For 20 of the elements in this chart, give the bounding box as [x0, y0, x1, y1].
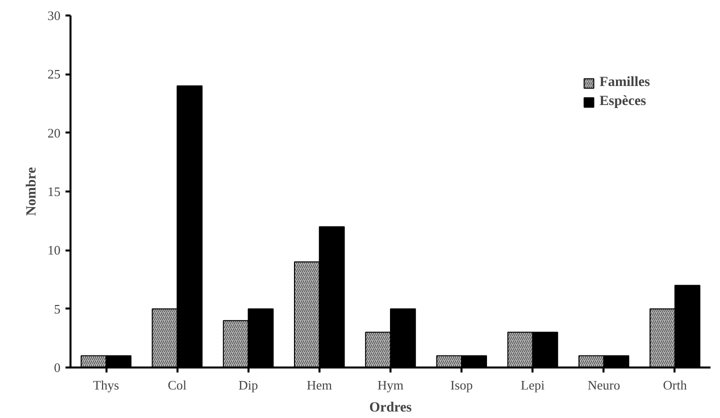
y-tick-label: 0 — [54, 360, 60, 375]
x-tick-label: Thys — [93, 378, 120, 392]
y-tick-label: 10 — [48, 242, 60, 258]
x-tick-label: Hym — [378, 378, 404, 392]
x-tick-label: Lepi — [520, 378, 546, 392]
legend-label: Espèces — [599, 94, 646, 110]
y-tick-label: 15 — [48, 184, 60, 199]
x-tick-label: Col — [168, 378, 187, 392]
y-tick-label: 30 — [48, 8, 60, 23]
x-axis-title: Ordres — [369, 400, 412, 416]
x-tick-label: Isop — [450, 378, 473, 392]
y-axis-title: Nombre — [24, 167, 40, 216]
x-tick-label: Dip — [238, 378, 258, 392]
x-tick-label: Orth — [663, 378, 688, 392]
x-tick-label: Hem — [306, 378, 332, 392]
y-tick-label: 20 — [48, 125, 60, 140]
legend-label: Familles — [599, 75, 650, 91]
x-tick-label: Neuro — [588, 378, 620, 392]
y-tick-label: 25 — [48, 66, 60, 82]
y-tick-label: 5 — [54, 301, 60, 316]
